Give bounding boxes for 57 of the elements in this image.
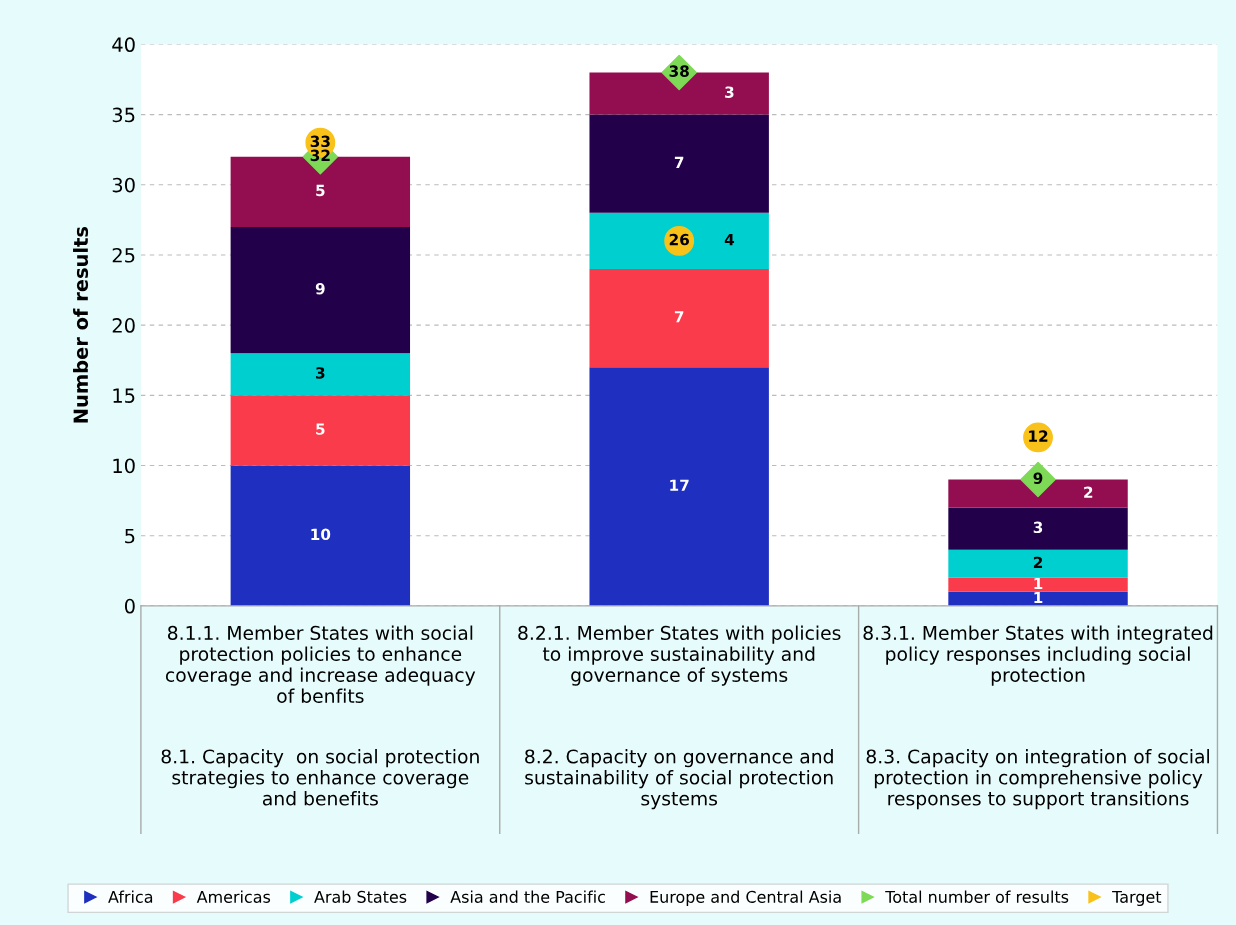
y-tick-label: 5 [125, 528, 135, 544]
legend-label: Total number of results [885, 890, 1069, 903]
text: 8.1. Capacity on social protection strategies to enhance coverage and benefits [161, 749, 479, 806]
bar [230, 395, 411, 466]
y-axis-title: Number of results [73, 226, 89, 423]
data-label: 1 [1034, 577, 1043, 590]
x-tick-label: 8.3.1. Member States with integrated policy responses including social protection [863, 625, 1213, 686]
data-label: 4 [724, 233, 735, 246]
bar [948, 577, 1128, 592]
data-label: 33 [310, 135, 330, 148]
data-label: 2 [1084, 486, 1093, 498]
x-tick-label: 8.2.1. Member States with policies to improve sustainability and governance of systems [518, 625, 841, 686]
data-label: 3 [725, 86, 734, 98]
legend-label: Arab States [314, 890, 407, 903]
data-label: 17 [670, 479, 689, 491]
legend-label: Americas [196, 890, 271, 903]
bar [589, 268, 769, 368]
legend-label: Africa [108, 890, 153, 903]
legend-label: Target [1112, 891, 1162, 906]
data-label: 7 [674, 311, 684, 323]
bar [230, 465, 411, 606]
data-label: 5 [316, 423, 325, 435]
y-tick-label: 15 [113, 388, 135, 403]
y-tick-label: 0 [124, 598, 135, 614]
data-label: 1 [1034, 591, 1043, 604]
data-label: 9 [1033, 472, 1043, 484]
x-tick-label: 8.1.1. Member States with social protection policies to enhance coverage and increase adequacy of benfits [165, 625, 476, 704]
data-label: 32 [310, 149, 330, 162]
text: 8.2. Capacity on governance and sustainability of social protection systems [525, 749, 833, 810]
y-tick-label: 30 [112, 177, 135, 193]
bar [948, 507, 1128, 550]
y-tick-label: 10 [113, 458, 135, 474]
y-tick-label: 20 [112, 318, 135, 333]
point [1020, 461, 1056, 498]
y-tick-label: 40 [112, 37, 135, 53]
bar [230, 226, 411, 354]
data-label: 10 [311, 528, 331, 541]
bar [589, 367, 769, 606]
data-label: 7 [674, 156, 684, 168]
bar [589, 212, 769, 269]
bar [948, 549, 1128, 578]
legend-label: Asia and the Pacific [450, 890, 605, 903]
data-label: 2 [1033, 556, 1043, 568]
bar [948, 591, 1128, 606]
legend-label: Europe and Central Asia [650, 890, 841, 906]
data-label: 38 [669, 65, 689, 77]
data-label: 3 [316, 367, 325, 379]
data-label: 3 [1033, 521, 1043, 534]
y-tick-label: 35 [112, 107, 135, 123]
data-label: 5 [316, 184, 325, 197]
data-label: 9 [315, 282, 325, 295]
y-tick-label: 25 [112, 247, 135, 263]
data-label: 26 [669, 233, 689, 246]
bar [230, 353, 411, 396]
data-label: 12 [1029, 430, 1048, 442]
bar [589, 114, 769, 213]
text: 8.3. Capacity on integration of social protection in comprehensive policy responses to support transitions [866, 749, 1209, 810]
